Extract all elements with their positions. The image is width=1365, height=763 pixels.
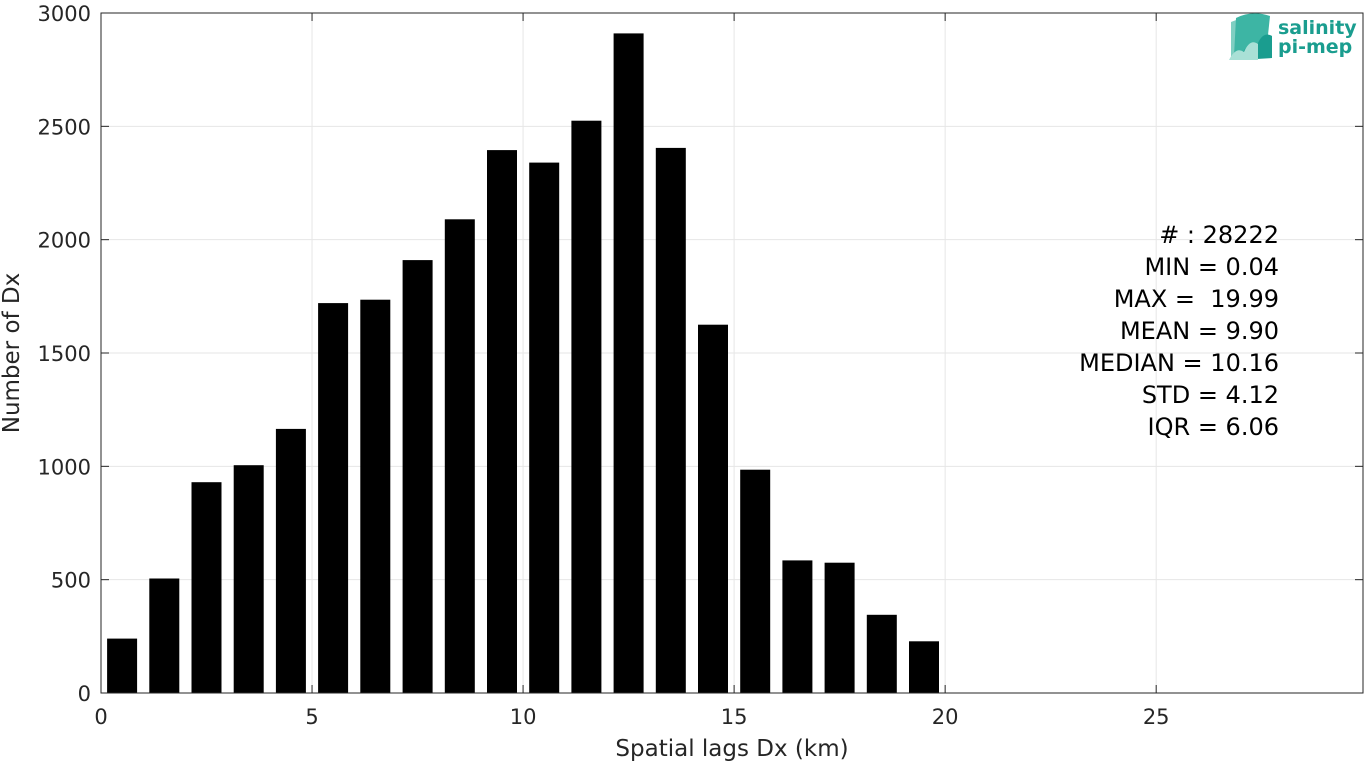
stats-line: IQR = 6.06 [1148, 413, 1279, 441]
y-tick-label: 3000 [38, 2, 91, 26]
axis-ticks: 0 5 10 15 20 25 0 500 1000 1500 2000 2500 3000 [38, 2, 1363, 729]
y-tick-label: 0 [78, 682, 91, 706]
x-tick-label: 5 [305, 705, 318, 729]
wave-logo-icon [1229, 13, 1272, 60]
histogram-bar [909, 641, 939, 693]
stats-line: MEAN = 9.90 [1120, 317, 1279, 345]
histogram-bar [487, 150, 517, 694]
x-tick-label: 0 [94, 705, 107, 729]
y-axis-label: Number of Dx [0, 273, 25, 434]
histogram-bar [824, 562, 855, 693]
histogram-bar [233, 465, 264, 693]
x-axis-label: Spatial lags Dx (km) [615, 736, 848, 762]
y-tick-label: 1500 [38, 342, 91, 366]
x-tick-label: 15 [721, 705, 748, 729]
histogram-bar [782, 560, 813, 693]
histogram-bar [444, 219, 475, 694]
stats-line: STD = 4.12 [1142, 381, 1279, 409]
stats-line: # : 28222 [1159, 221, 1279, 249]
histogram-bar [149, 578, 180, 693]
logo-text-pi-mep: pi-mep [1278, 36, 1352, 58]
salinity-pi-mep-logo: salinity pi-mep [1229, 13, 1357, 60]
y-tick-label: 1000 [38, 455, 91, 479]
x-tick-label: 25 [1143, 705, 1170, 729]
histogram-bar [613, 33, 644, 693]
statistics-annotation: # : 28222 MIN = 0.04 MAX = 19.99 MEAN = 9.9… [1079, 221, 1279, 441]
histogram-bar [740, 469, 771, 693]
y-tick-label: 500 [51, 569, 91, 593]
histogram-bar [318, 303, 349, 693]
histogram-bar [698, 324, 728, 693]
y-tick-label: 2500 [38, 115, 91, 139]
histogram-bar [571, 120, 602, 693]
grid-lines [101, 13, 1363, 693]
histogram-bar [275, 428, 306, 693]
histogram-bar [402, 260, 433, 693]
stats-line: MIN = 0.04 [1144, 253, 1279, 281]
x-tick-label: 20 [932, 705, 959, 729]
x-tick-label: 10 [510, 705, 537, 729]
logo-text-salinity: salinity [1278, 17, 1357, 39]
y-tick-label: 2000 [38, 229, 91, 253]
histogram-bar [529, 162, 560, 694]
bars [107, 33, 939, 694]
stats-line: MEDIAN = 10.16 [1079, 349, 1279, 377]
stats-line: MAX = 19.99 [1114, 285, 1279, 313]
histogram-bar [360, 299, 391, 693]
histogram-bar [107, 638, 138, 693]
histogram-bar [866, 614, 897, 693]
histogram-bar [191, 482, 222, 693]
histogram-bar [655, 147, 686, 693]
